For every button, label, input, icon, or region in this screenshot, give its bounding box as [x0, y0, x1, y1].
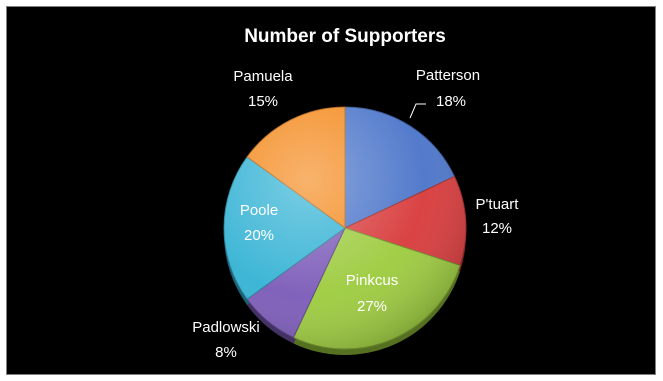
value-label-pinkcus: 27% — [357, 298, 387, 315]
pie-slices — [223, 106, 467, 355]
label-padlowski: Padlowski — [192, 319, 260, 336]
pie-gloss — [224, 107, 466, 349]
label-pamuela: Pamuela — [233, 68, 293, 85]
value-label-pamuela: 15% — [248, 93, 278, 110]
value-label-poole: 20% — [244, 227, 274, 244]
label-p-tuart: P'tuart — [476, 196, 520, 213]
label-pinkcus: Pinkcus — [346, 272, 399, 289]
label-poole: Poole — [240, 202, 278, 219]
value-label-patterson: 18% — [436, 93, 466, 110]
value-label-p-tuart: 12% — [482, 220, 512, 237]
pie-labels: Patterson 18% P'tuart 12% Pinkcus 27% Padlowsk… — [192, 67, 519, 361]
chart-title: Number of Supporters — [244, 26, 446, 47]
leader-line-patterson — [409, 103, 426, 119]
label-patterson: Patterson — [416, 67, 480, 84]
value-label-padlowski: 8% — [215, 344, 237, 361]
